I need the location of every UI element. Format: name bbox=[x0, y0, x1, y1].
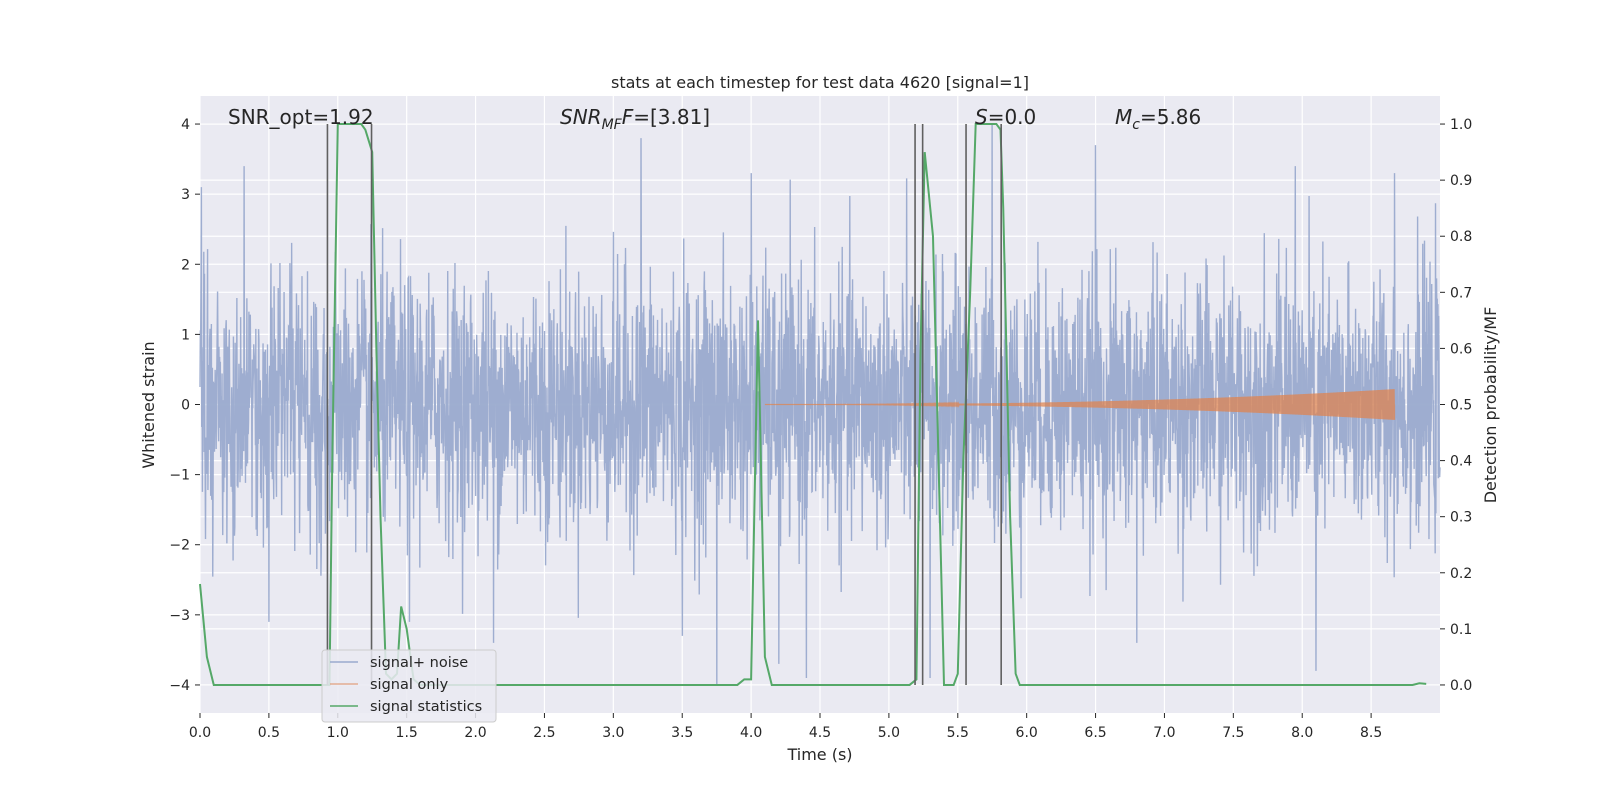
x-tick-label: 4.5 bbox=[809, 725, 831, 741]
y-tick-label: 3 bbox=[181, 187, 190, 203]
x-tick-label: 2.0 bbox=[464, 725, 486, 741]
annotation-snr-mf: SNRMFF=[3.81] bbox=[560, 105, 710, 133]
x-tick-label: 1.0 bbox=[327, 725, 349, 741]
legend-box bbox=[321, 649, 497, 723]
chart-title: stats at each timestep for test data 462… bbox=[611, 73, 1029, 92]
x-tick-label: 7.5 bbox=[1222, 725, 1244, 741]
x-tick-label: 0.5 bbox=[258, 725, 280, 741]
y-tick-label: 2 bbox=[181, 257, 190, 273]
y-right-tick-label: 0.6 bbox=[1450, 341, 1472, 357]
y-axis-label-left: Whitened strain bbox=[139, 341, 158, 468]
series-signal-statistics bbox=[199, 123, 1427, 686]
y-right-tick-label: 0.3 bbox=[1450, 510, 1472, 526]
y-right-tick-label: 0.5 bbox=[1450, 398, 1472, 414]
y-tick-label: −2 bbox=[169, 538, 190, 554]
x-tick-label: 6.5 bbox=[1084, 725, 1106, 741]
y-right-tick-label: 0.7 bbox=[1450, 285, 1472, 301]
x-tick-label: 6.0 bbox=[1016, 725, 1038, 741]
legend-label-signal-only: signal only bbox=[370, 677, 449, 693]
series-signal-only bbox=[764, 389, 1396, 420]
y-right-tick-label: 0.9 bbox=[1450, 173, 1472, 189]
x-tick-label: 5.5 bbox=[947, 725, 969, 741]
y-tick-label: −1 bbox=[169, 468, 190, 484]
statistics-line bbox=[199, 123, 1427, 686]
annotation-s: S=0.0 bbox=[975, 105, 1036, 129]
y-right-tick-label: 0.2 bbox=[1450, 566, 1472, 582]
x-tick-label: 3.0 bbox=[602, 725, 624, 741]
x-tick-label: 8.5 bbox=[1360, 725, 1382, 741]
x-tick-label: 4.0 bbox=[740, 725, 762, 741]
legend: signal+ noise signal only signal statist… bbox=[321, 649, 497, 723]
annotation-mc: Mc=5.86 bbox=[1115, 105, 1201, 133]
x-tick-label: 7.0 bbox=[1153, 725, 1175, 741]
y-right-tick-label: 1.0 bbox=[1450, 117, 1472, 133]
x-tick-label: 8.0 bbox=[1291, 725, 1313, 741]
y-tick-label: −3 bbox=[169, 608, 190, 624]
x-axis-label: Time (s) bbox=[786, 745, 852, 764]
x-tick-label: 3.5 bbox=[671, 725, 693, 741]
y-tick-label: 0 bbox=[181, 398, 190, 414]
x-tick-label: 5.0 bbox=[878, 725, 900, 741]
x-tick-label: 1.5 bbox=[396, 725, 418, 741]
annotation-snr-opt: SNR_opt=1.92 bbox=[228, 105, 374, 129]
x-tick-label: 2.5 bbox=[533, 725, 555, 741]
legend-label-signal-noise: signal+ noise bbox=[370, 655, 468, 671]
y-right-tick-label: 0.4 bbox=[1450, 454, 1472, 470]
y-tick-label: 1 bbox=[181, 327, 190, 343]
axis-ticks: 0.0 0.5 1.0 1.5 2.0 2.5 3.0 3.5 4.0 4.5 5.0 5.5 6.0 6… bbox=[169, 117, 1472, 741]
y-axis-label-right: Detection probability/MF bbox=[1481, 307, 1500, 504]
x-tick-label: 0.0 bbox=[189, 725, 211, 741]
y-right-tick-label: 0.8 bbox=[1450, 229, 1472, 245]
signal-chirp bbox=[764, 389, 1396, 420]
y-right-tick-label: 0.1 bbox=[1450, 622, 1472, 638]
detection-markers bbox=[326, 124, 1002, 685]
y-tick-label: −4 bbox=[169, 678, 190, 694]
y-tick-label: 4 bbox=[181, 117, 190, 133]
y-right-tick-label: 0.0 bbox=[1450, 678, 1472, 694]
legend-label-signal-statistics: signal statistics bbox=[370, 699, 482, 715]
